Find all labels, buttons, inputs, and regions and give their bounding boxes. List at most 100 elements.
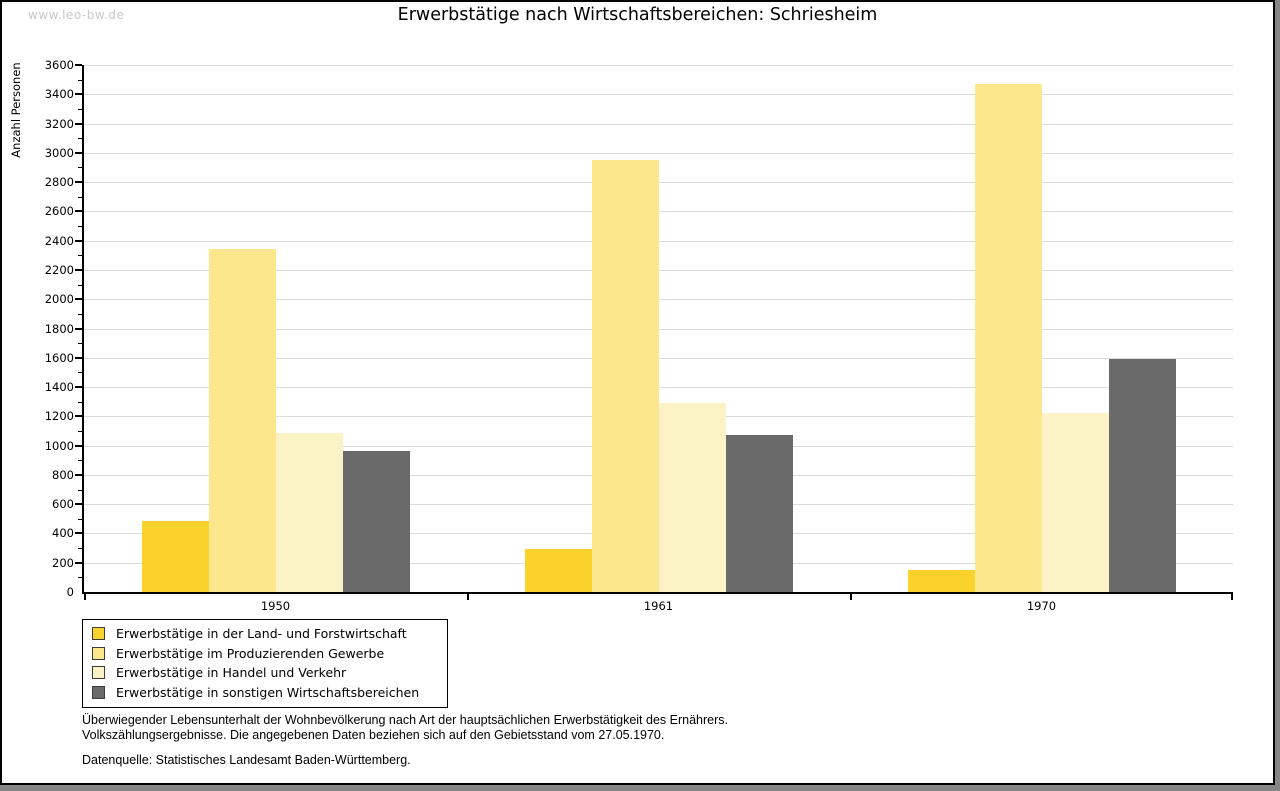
legend-item-1: Erwerbstätige in der Land- und Forstwirt… (83, 624, 447, 644)
bar-1961-series-3 (658, 403, 726, 592)
y-minor-tick (78, 460, 82, 462)
y-tick-label: 3600 (44, 58, 74, 72)
y-tick-label: 2600 (44, 204, 74, 219)
legend-swatch-icon (92, 646, 105, 660)
y-tick-label: 2200 (44, 262, 74, 277)
y-tick-label: 1800 (44, 321, 74, 336)
y-minor-tick (78, 255, 82, 257)
x-axis-tick (1231, 594, 1233, 600)
data-source-text: Datenquelle: Statistisches Landesamt Bad… (82, 753, 411, 767)
gridline (84, 328, 1233, 330)
y-major-tick (75, 415, 82, 418)
watermark: www.leo-bw.de (28, 8, 125, 22)
y-major-tick (75, 64, 82, 66)
y-minor-tick (78, 138, 82, 140)
y-tick-label: 1200 (44, 409, 74, 424)
gridline (84, 387, 1233, 389)
bar-1950-series-1 (141, 521, 209, 592)
y-major-tick (75, 210, 82, 213)
gridline (84, 240, 1233, 242)
gridline (84, 152, 1233, 154)
y-major-tick (75, 151, 82, 154)
chart-title: Erwerbstätige nach Wirtschaftsbereichen:… (397, 5, 878, 25)
y-major-tick (75, 298, 82, 301)
footnote-line: Überwiegender Lebensunterhalt der Wohnbe… (82, 713, 728, 727)
gridline (84, 299, 1233, 301)
y-tick-label: 2000 (44, 292, 74, 307)
y-tick-label: 3000 (44, 145, 74, 160)
x-category-label: 1961 (643, 599, 674, 613)
y-major-tick (75, 503, 82, 506)
legend-swatch-icon (92, 685, 105, 699)
y-minor-tick (78, 284, 82, 286)
legend-label: Erwerbstätige in sonstigen Wirtschaftsbe… (116, 684, 420, 700)
y-tick-label: 600 (52, 497, 74, 512)
footnote-text: Überwiegender Lebensunterhalt der Wohnbe… (82, 713, 728, 743)
legend-item-3: Erwerbstätige in Handel und Verkehr (83, 663, 447, 683)
x-axis-tick (84, 594, 86, 600)
y-minor-tick (78, 313, 82, 315)
gridline (84, 182, 1233, 184)
y-tick-label: 2800 (44, 175, 74, 190)
y-minor-tick (78, 343, 82, 345)
y-tick-label: 1400 (44, 380, 74, 395)
y-axis-title: Anzahl Personen (9, 62, 23, 158)
y-tick-label: 1600 (44, 350, 74, 365)
legend-label: Erwerbstätige in der Land- und Forstwirt… (116, 626, 407, 642)
gridline (84, 123, 1233, 125)
y-tick-label: 400 (52, 526, 74, 541)
y-major-tick (75, 386, 82, 389)
y-major-tick (75, 327, 82, 330)
y-minor-tick (78, 577, 82, 579)
gridline (84, 65, 1233, 66)
y-major-tick (75, 356, 82, 359)
y-major-tick (75, 561, 82, 564)
bar-1970-series-4 (1108, 359, 1176, 592)
bar-1961-series-2 (591, 160, 659, 592)
legend-item-4: Erwerbstätige in sonstigen Wirtschaftsbe… (83, 683, 447, 703)
y-minor-tick (78, 196, 82, 198)
y-minor-tick (78, 79, 82, 81)
y-tick-label: 3200 (44, 116, 74, 131)
y-tick-label: 800 (52, 467, 74, 482)
y-minor-tick (78, 518, 82, 520)
gridline (84, 269, 1233, 271)
y-minor-tick (78, 489, 82, 491)
y-major-tick (75, 444, 82, 447)
y-tick-label: 200 (52, 555, 74, 570)
legend-swatch-icon (92, 666, 105, 680)
y-tick-label: 0 (66, 585, 74, 599)
y-minor-tick (78, 226, 82, 228)
legend-label: Erwerbstätige im Produzierenden Gewerbe (116, 645, 385, 661)
y-minor-tick (78, 372, 82, 374)
x-axis-tick (850, 594, 852, 600)
x-axis-tick (467, 594, 469, 600)
x-category-label: 1970 (1026, 599, 1057, 613)
bar-1961-series-1 (524, 548, 592, 592)
y-major-tick (75, 239, 82, 242)
bar-1970-series-2 (974, 84, 1042, 592)
y-major-tick (75, 532, 82, 535)
y-minor-tick (78, 401, 82, 403)
y-minor-tick (78, 167, 82, 169)
gridline (84, 211, 1233, 213)
legend-item-2: Erwerbstätige im Produzierenden Gewerbe (83, 644, 447, 664)
gridline (84, 357, 1233, 359)
y-tick-label: 1000 (44, 438, 74, 453)
legend-swatch-icon (92, 627, 105, 641)
legend-label: Erwerbstätige in Handel und Verkehr (116, 665, 347, 681)
footnote-line: Volkszählungsergebnisse. Die angegebenen… (82, 728, 665, 742)
bar-1961-series-4 (725, 435, 793, 592)
plot-area: 0 200 400 600 800 1000 1200 1400 1600 1800 2000 220… (45, 59, 1233, 613)
y-major-tick (75, 122, 82, 125)
bar-1950-series-2 (208, 249, 276, 592)
y-minor-tick (78, 430, 82, 432)
bar-1970-series-3 (1041, 412, 1109, 592)
y-minor-tick (78, 548, 82, 550)
gridline (84, 94, 1233, 96)
bar-1970-series-1 (907, 570, 975, 592)
legend-box: Erwerbstätige in der Land- und Forstwirt… (82, 619, 448, 708)
y-major-tick (75, 93, 82, 96)
y-major-tick (75, 181, 82, 184)
